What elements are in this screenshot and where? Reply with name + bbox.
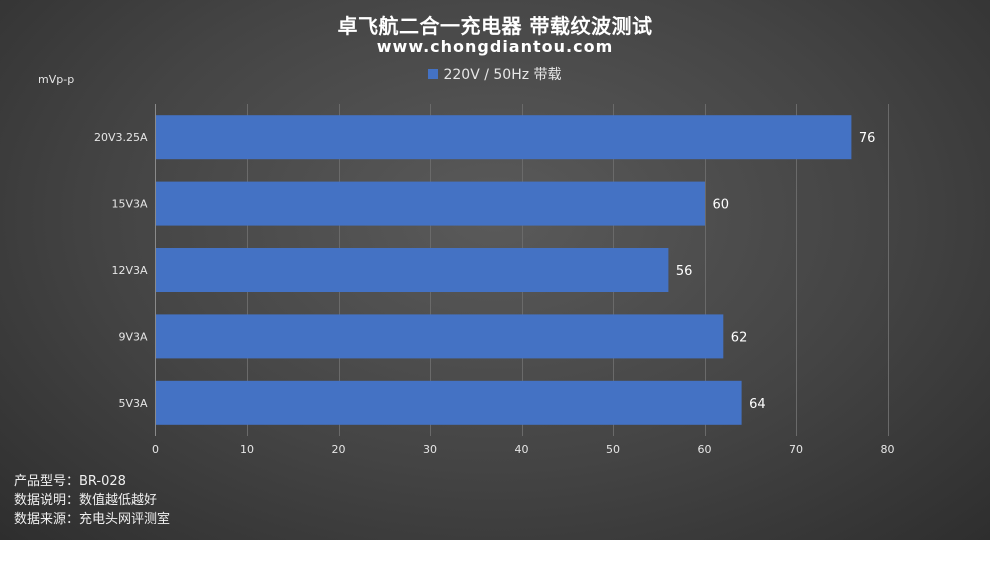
y-tick-label: 20V3.25A <box>94 131 148 144</box>
y-axis-unit: mVp-p <box>38 73 75 86</box>
bar <box>156 248 669 292</box>
chart-subtitle: www.chongdiantou.com <box>376 37 614 56</box>
x-tick-label: 80 <box>881 443 895 456</box>
chart-title: 卓飞航二合一充电器 带载纹波测试 <box>337 14 653 38</box>
bar <box>156 380 742 425</box>
bar <box>156 181 705 226</box>
data-label: 60 <box>713 198 730 213</box>
data-label: 56 <box>676 264 693 279</box>
x-tick-label: 70 <box>789 443 803 456</box>
legend-swatch <box>428 69 439 79</box>
data-label: 62 <box>731 330 748 345</box>
x-tick-label: 0 <box>152 443 159 456</box>
x-tick-label: 50 <box>606 443 620 456</box>
legend-label: 220V / 50Hz 带载 <box>443 67 562 83</box>
legend: 220V / 50Hz 带载 <box>0 64 990 84</box>
data-label: 64 <box>749 397 766 412</box>
y-tick-label: 5V3A <box>118 397 148 410</box>
x-tick-label: 10 <box>240 443 254 456</box>
plot-area: 0 10 20 30 40 50 60 70 80 20V3.25A 76 15V3A 60 12V3A 5… <box>94 104 895 456</box>
x-tick-label: 40 <box>515 443 529 456</box>
y-tick-label: 12V3A <box>111 264 148 277</box>
footnote-source: 数据来源：充电头网评测室 <box>14 512 171 527</box>
y-tick-label: 9V3A <box>118 330 148 343</box>
footnotes: 产品型号：BR-028 数据说明：数值越低越好 数据来源：充电头网评测室 <box>14 472 170 529</box>
y-tick-label: 15V3A <box>111 198 148 211</box>
footnote-note: 数据说明：数值越低越好 <box>14 493 158 508</box>
x-tick-label: 20 <box>332 443 346 456</box>
x-tick-label: 30 <box>423 443 437 456</box>
footnote-model: 产品型号：BR-028 <box>14 474 126 489</box>
data-label: 76 <box>859 131 876 146</box>
x-tick-label: 60 <box>698 443 712 456</box>
bar <box>156 115 852 160</box>
chart-panel: 卓飞航二合一充电器 带载纹波测试 www.chongdiantou.com 22… <box>0 0 990 540</box>
bar <box>156 314 724 359</box>
